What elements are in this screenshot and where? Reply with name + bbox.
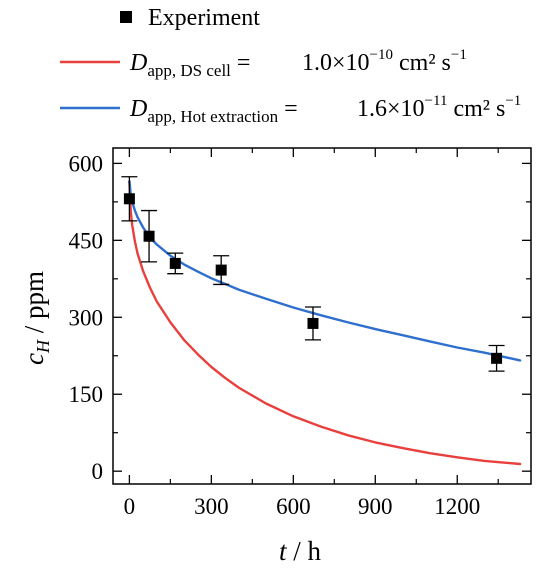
x-tick-label: 600 <box>276 494 311 519</box>
x-tick-label: 0 <box>124 494 136 519</box>
data-point-marker <box>215 264 227 276</box>
legend-hot-extraction-label: Dapp, Hot extraction = <box>129 96 298 126</box>
legend-hot-extraction-subscript: app, Hot extraction <box>147 107 278 126</box>
x-axis-title-variable: t <box>279 536 288 566</box>
legend-hot-extraction-value: 1.6×10−11 cm² s−1 <box>357 93 521 122</box>
legend-ds-cell-value: 1.0×10−10 cm² s−1 <box>302 47 467 76</box>
legend-ds-cell-label: Dapp, DS cell = <box>129 50 250 80</box>
legend-ds-cell-mantissa: 1.0×10 <box>302 50 370 76</box>
legend-ds-cell-exponent: −10 <box>370 47 393 63</box>
legend-hot-extraction-equals: = <box>278 96 298 122</box>
y-axis-title-unit: / ppm <box>19 271 49 340</box>
x-axis-title: t / h <box>279 536 322 566</box>
x-tick-label: 900 <box>358 494 393 519</box>
x-tick-label: 1200 <box>434 494 480 519</box>
y-tick-label: 300 <box>69 305 104 330</box>
legend-experiment-marker <box>120 11 132 23</box>
legend-hot-extraction-mantissa: 1.6×10 <box>357 96 425 122</box>
series-layer <box>121 176 522 466</box>
series-line-hot-extraction <box>128 180 522 362</box>
y-axis-title-variable: c <box>19 353 49 365</box>
legend-ds-cell-unit-exponent: −1 <box>451 47 467 63</box>
y-axis-title: cH / ppm <box>19 271 53 365</box>
plot-frame <box>112 147 532 485</box>
y-tick-label: 0 <box>92 459 104 484</box>
y-axis-title-subscript: H <box>33 339 53 354</box>
legend-ds-cell-symbol: D <box>129 50 147 76</box>
legend-hot-extraction-unit: cm² s <box>447 96 505 122</box>
legend-ds-cell-subscript: app, DS cell <box>147 61 231 80</box>
x-axis-title-unit: / h <box>287 536 322 566</box>
legend-ds-cell-unit: cm² s <box>393 50 451 76</box>
legend-hot-extraction-unit-exponent: −1 <box>505 93 521 109</box>
data-point-marker <box>143 230 155 242</box>
legend-ds-cell-equals: = <box>231 50 251 76</box>
x-tick-label: 300 <box>194 494 229 519</box>
y-tick-label: 600 <box>69 151 104 176</box>
data-point-marker <box>307 317 319 329</box>
y-tick-label: 450 <box>69 228 104 253</box>
legend-hot-extraction-symbol: D <box>129 96 147 122</box>
legend: Experiment Dapp, DS cell = 1.0×10−10 cm²… <box>60 5 521 126</box>
series-line-ds-cell <box>128 180 522 466</box>
legend-experiment-label: Experiment <box>148 5 260 31</box>
data-point-marker <box>169 257 181 269</box>
y-tick-label: 150 <box>69 382 104 407</box>
data-point-marker <box>123 193 135 205</box>
ticks-layer: 0 300 600 900 1200 0 150 300 450 600 <box>69 148 531 519</box>
data-point-marker <box>491 352 503 364</box>
legend-hot-extraction-exponent: −11 <box>425 93 448 109</box>
